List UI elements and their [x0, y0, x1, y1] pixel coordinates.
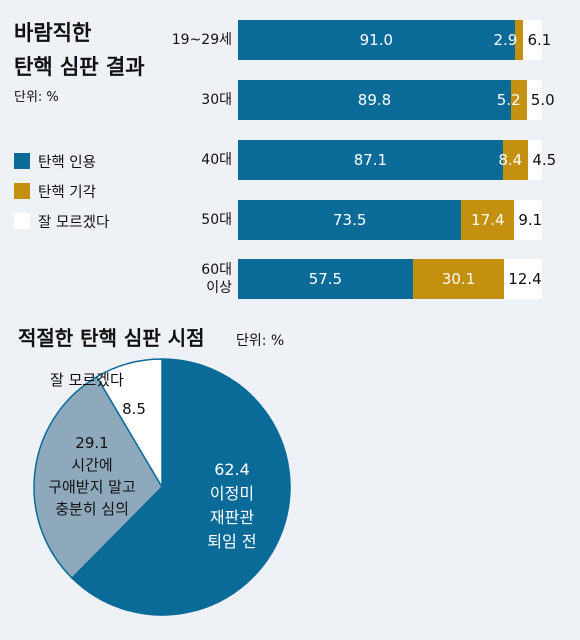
data-label: 87.1: [353, 151, 388, 169]
legend-item-unknown: 잘 모르겠다: [14, 206, 109, 236]
pie-value-label: 8.5: [122, 400, 146, 418]
bar-row: [238, 200, 542, 240]
pie-category-label: 퇴임 전: [207, 532, 257, 551]
legend-swatch-approve: [14, 153, 30, 169]
bar-segment: [238, 200, 462, 240]
pie-chart-unit: 단위: %: [236, 333, 285, 349]
bar-segment: [510, 80, 527, 120]
row-label: 19~29세: [171, 32, 232, 48]
data-label: 57.5: [308, 270, 343, 288]
data-label: 12.4: [508, 270, 542, 288]
bar-row: [238, 259, 542, 299]
bar-chart-title-line-1: 바람직한: [14, 21, 92, 45]
pie-category-label: 구애받지 말고: [48, 478, 136, 496]
pie-value-label: 62.4: [214, 460, 250, 479]
data-label: 8.4: [498, 151, 523, 169]
legend-label-approve: 탄핵 인용: [38, 154, 96, 171]
bar-segment: [238, 140, 503, 180]
row-label: 50대: [201, 212, 232, 228]
data-label: 5.2: [496, 91, 521, 109]
bar-segment: [526, 80, 542, 120]
bar-row: [238, 20, 542, 60]
data-label: 5.0: [530, 91, 555, 109]
legend-swatch-reject: [14, 183, 30, 199]
bar-segment: [238, 259, 413, 299]
pie-category-label: 시간에: [71, 456, 113, 474]
bar-segment: [238, 80, 511, 120]
bar-segment: [514, 200, 542, 240]
data-label: 2.9: [493, 31, 518, 49]
pie-category-label: 재판관: [209, 508, 255, 527]
legend-swatch-unknown: [14, 213, 30, 229]
legend-label-unknown: 잘 모르겠다: [38, 214, 110, 231]
pie-category-label: 이정미: [209, 484, 255, 503]
pie-value-label: 29.1: [75, 434, 109, 452]
data-label: 17.4: [471, 211, 505, 229]
bar-segment: [238, 20, 515, 60]
bar-segment: [412, 259, 505, 299]
legend-item-approve: 탄핵 인용: [14, 146, 109, 176]
bar-segment: [504, 259, 542, 299]
bar-segment: [502, 140, 529, 180]
pie-label: 8.5: [118, 398, 150, 420]
bar-segment: [514, 20, 524, 60]
row-label: 30대: [201, 92, 232, 108]
bar-row: [238, 140, 542, 180]
data-label: 4.5: [532, 151, 557, 169]
bar-chart-title-line-2: 탄핵 심판 결과: [14, 55, 145, 79]
legend-label-reject: 탄핵 기각: [38, 184, 96, 201]
row-label: 40대: [201, 152, 232, 168]
data-label: 9.1: [518, 211, 543, 229]
bar-chart-title: 바람직한 탄핵 심판 결과: [14, 16, 174, 84]
legend: 탄핵 인용 탄핵 기각 잘 모르겠다: [14, 146, 109, 236]
pie-category-label: 잘 모르겠다: [50, 371, 124, 389]
bar-segment: [523, 20, 542, 60]
bar-segment: [528, 140, 542, 180]
bar-segment: [461, 200, 515, 240]
legend-item-reject: 탄핵 기각: [14, 176, 109, 206]
row-label: 60대 이상: [201, 262, 232, 296]
data-label: 6.1: [527, 31, 552, 49]
data-label: 73.5: [333, 211, 367, 229]
data-label: 91.0: [359, 31, 394, 49]
bar-row: [238, 80, 542, 120]
pie-category-label: 충분히 심의: [55, 500, 129, 518]
data-label: 30.1: [441, 270, 476, 288]
data-label: 89.8: [357, 91, 392, 109]
pie-chart-title: 적절한 탄핵 심판 시점: [18, 326, 205, 350]
bar-chart-unit: 단위: %: [14, 90, 59, 105]
